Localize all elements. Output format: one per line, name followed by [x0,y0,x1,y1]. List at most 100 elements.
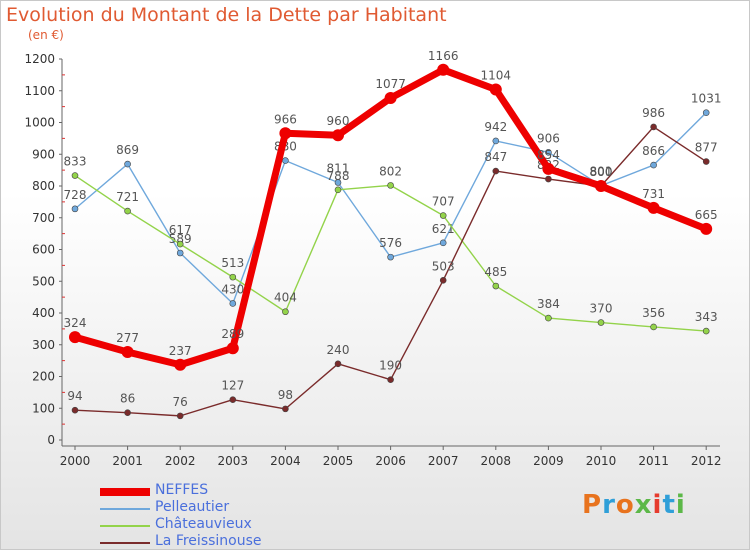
data-label-ch-teauvieux-2003: 513 [221,256,244,270]
point-neffes-2005 [332,129,344,142]
data-label-ch-teauvieux-2000: 833 [64,155,87,169]
data-label-la-freissinouse-2003: 127 [221,379,244,393]
data-label-pelleautier-2008: 942 [484,120,507,134]
data-label-pelleautier-2009: 906 [537,131,560,145]
point-neffes-2003 [226,342,239,355]
y-tick-label-1100: 1100 [24,84,55,98]
data-label-ch-teauvieux-2006: 802 [379,164,402,178]
x-tick-label-2011: 2011 [638,454,669,468]
point-ch-teauvieux-2002 [176,240,184,248]
data-label-la-freissinouse-2001: 86 [120,392,135,406]
data-label-neffes-2010: 800 [590,165,613,179]
x-tick-label-2004: 2004 [270,454,301,468]
data-label-la-freissinouse-2010: 800 [590,165,613,179]
x-tick-label-2010: 2010 [586,454,617,468]
point-ch-teauvieux-2012 [702,327,710,335]
point-pelleautier-2012 [702,109,710,116]
y-tick-label-0: 0 [47,433,55,447]
data-label-neffes-2004: 966 [274,112,297,126]
point-la-freissinouse-2003 [229,396,237,403]
data-label-neffes-2006: 1077 [375,77,406,91]
y-tick-label-1000: 1000 [24,116,55,130]
point-pelleautier-2004 [282,157,289,164]
data-label-ch-teauvieux-2007: 707 [432,195,455,209]
point-pelleautier-2005 [334,179,342,186]
y-tick-label-500: 500 [32,274,55,288]
data-label-la-freissinouse-2004: 98 [278,388,293,402]
point-ch-teauvieux-2009 [545,314,552,322]
x-tick-label-2003: 2003 [218,454,249,468]
x-tick-label-2002: 2002 [165,454,196,468]
y-tick-label-300: 300 [32,338,55,352]
point-neffes-2006 [384,92,397,105]
logo-letter: x [634,490,653,520]
data-label-neffes-2009: 854 [537,148,560,162]
data-label-neffes-2002: 237 [169,344,192,358]
legend-label-chateauvieux: Châteauvieux [155,516,252,532]
logo-letter: t [662,490,676,520]
data-label-neffes-2012: 665 [695,208,718,222]
legend-swatch-neffes [100,488,150,496]
point-pelleautier-2006 [387,253,394,261]
x-tick-label-2012: 2012 [691,454,722,468]
point-ch-teauvieux-2011 [650,323,657,331]
point-la-freissinouse-2008 [492,167,500,175]
point-la-freissinouse-2012 [702,158,710,165]
chart-unit: (en €) [28,28,64,42]
point-pelleautier-2002 [176,249,184,257]
y-tick-label-800: 800 [32,179,55,193]
x-tick-label-2008: 2008 [481,454,512,468]
logo-letter: i [652,490,663,520]
point-ch-teauvieux-2005 [334,186,342,194]
point-la-freissinouse-2009 [545,175,552,183]
data-label-pelleautier-2007: 621 [432,222,455,236]
data-label-ch-teauvieux-2008: 485 [484,265,507,279]
legend-item-neffes: NEFFES [100,482,360,500]
point-pelleautier-2008 [492,137,500,145]
data-label-neffes-2005: 960 [327,114,350,128]
data-label-pelleautier-2011: 866 [642,144,665,158]
point-pelleautier-2001 [124,160,131,168]
data-label-ch-teauvieux-2010: 370 [590,302,613,316]
y-tick-label-200: 200 [32,370,55,384]
point-la-freissinouse-2001 [124,409,131,416]
point-ch-teauvieux-2008 [492,282,500,290]
data-label-neffes-2008: 1104 [481,68,512,82]
point-neffes-2012 [700,222,713,235]
data-label-ch-teauvieux-2009: 384 [537,297,560,311]
data-label-pelleautier-2012: 1031 [691,92,722,106]
point-neffes-2000 [69,331,81,344]
data-label-la-freissinouse-2006: 190 [379,359,402,373]
data-label-neffes-2001: 277 [116,331,139,345]
data-label-la-freissinouse-2000: 94 [67,389,82,403]
legend-swatch-pelleautier [100,508,150,510]
point-neffes-2011 [647,201,660,214]
point-neffes-2001 [121,346,134,359]
point-ch-teauvieux-2003 [229,273,237,281]
data-label-pelleautier-2006: 576 [379,236,402,250]
data-label-ch-teauvieux-2001: 721 [116,190,139,204]
y-tick-label-600: 600 [32,243,55,257]
data-label-pelleautier-2001: 869 [116,143,139,157]
data-label-ch-teauvieux-2011: 356 [642,306,665,320]
point-ch-teauvieux-2004 [282,308,289,316]
legend-swatch-chateauvieux [100,525,150,527]
legend-item-pelleautier: Pelleautier [100,499,360,517]
logo-letter: o [615,490,635,520]
point-neffes-2004 [279,127,292,140]
point-la-freissinouse-2004 [282,405,289,413]
point-la-freissinouse-2002 [176,412,184,420]
point-ch-teauvieux-2001 [124,207,131,215]
legend-swatch-la-freissinouse [100,542,150,544]
logo-letter: P [582,490,603,520]
x-tick-label-2009: 2009 [533,454,564,468]
x-tick-label-2001: 2001 [112,454,143,468]
legend-label-la-freissinouse: La Freissinouse [155,533,262,549]
y-tick-label-900: 900 [32,147,55,161]
point-pelleautier-2003 [229,300,237,307]
legend-item-la-freissinouse: La Freissinouse [100,533,360,551]
data-label-neffes-2000: 324 [64,316,87,330]
data-label-ch-teauvieux-2002: 617 [169,223,192,237]
